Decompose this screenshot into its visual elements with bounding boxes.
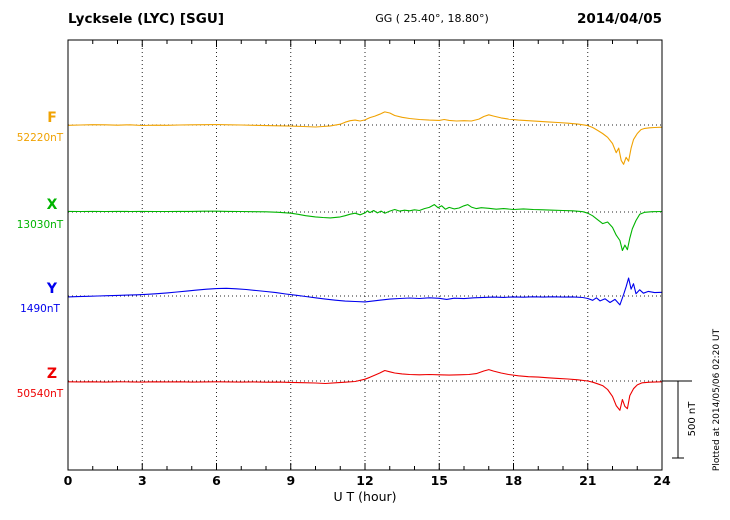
- channel-name-z: Z: [47, 366, 57, 382]
- x-tick-label-24: 24: [653, 473, 671, 488]
- plotted-at-note: Plotted at 2014/05/06 02:20 UT: [712, 328, 722, 471]
- channel-baseline-y: 1490nT: [20, 303, 60, 315]
- trace-z: [67, 369, 663, 411]
- channel-name-f: F: [47, 110, 57, 126]
- chart-layer: [67, 39, 692, 471]
- trace-f: [67, 111, 663, 165]
- channel-name-y: Y: [46, 281, 58, 297]
- plot-frame: [67, 39, 663, 471]
- scale-bar-label: 500 nT: [687, 401, 698, 437]
- x-tick-label-6: 6: [212, 473, 221, 488]
- channel-baseline-z: 50540nT: [17, 388, 64, 400]
- channel-labels: F 52220nT X 13030nT Y 1490nT Z 50540nT: [17, 110, 64, 400]
- station-title: Lycksele (LYC) [SGU]: [68, 11, 224, 27]
- trace-x: [67, 204, 663, 252]
- x-tick-labels: 0 3 6 9 12 15 18 21 24: [64, 473, 671, 488]
- channel-baseline-f: 52220nT: [17, 132, 64, 144]
- trace-y: [67, 277, 663, 306]
- x-tick-label-18: 18: [505, 473, 522, 488]
- x-axis-label: U T (hour): [333, 489, 396, 504]
- x-tick-label-3: 3: [138, 473, 147, 488]
- x-tick-label-12: 12: [356, 473, 373, 488]
- x-tick-label-9: 9: [286, 473, 295, 488]
- plot-date: 2014/04/05: [577, 11, 662, 27]
- gg-coordinates: GG ( 25.40°, 18.80°): [375, 12, 489, 25]
- x-tick-label-21: 21: [579, 473, 596, 488]
- channel-baseline-x: 13030nT: [17, 219, 64, 231]
- x-tick-label-0: 0: [64, 473, 73, 488]
- channel-name-x: X: [47, 197, 58, 213]
- x-tick-label-15: 15: [431, 473, 448, 488]
